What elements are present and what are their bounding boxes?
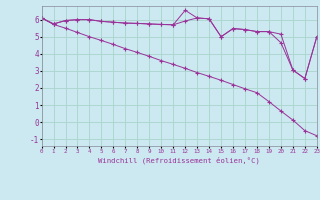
X-axis label: Windchill (Refroidissement éolien,°C): Windchill (Refroidissement éolien,°C)	[98, 157, 260, 164]
